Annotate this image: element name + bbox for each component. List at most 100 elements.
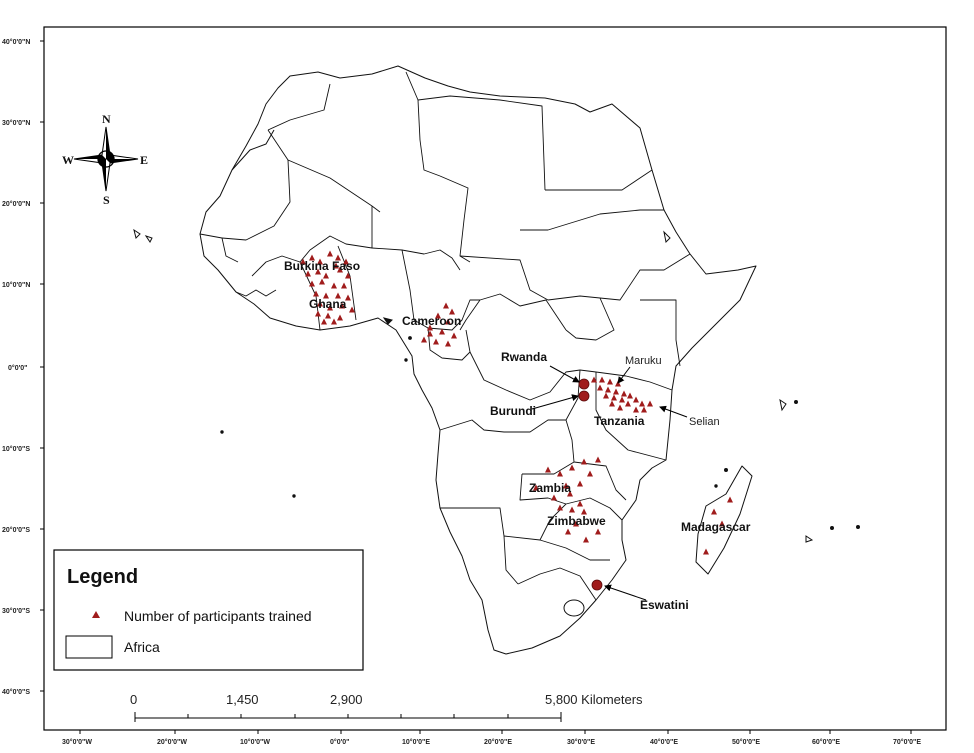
country-labels: Burkina Faso Ghana Cameroon Rwanda Burun… xyxy=(284,259,751,612)
lon-label-50e: 50°0'0"E xyxy=(732,738,760,746)
compass-e: E xyxy=(140,153,148,167)
lon-label-20e: 20°0'0"E xyxy=(484,738,512,746)
participant-marker xyxy=(557,470,563,477)
lat-label-20n: 20°0'0"N xyxy=(2,200,30,208)
compass-rose: N S E W xyxy=(62,112,148,207)
lat-label-30n: 30°0'0"N xyxy=(2,119,30,127)
lat-label-40s: 40°0'0"S xyxy=(2,688,30,696)
legend-area-swatch xyxy=(65,635,113,659)
participant-marker xyxy=(433,338,439,345)
label-rwanda: Rwanda xyxy=(501,350,547,364)
participant-marker xyxy=(609,400,615,407)
participant-markers xyxy=(300,250,733,555)
triangle-marker-icon xyxy=(92,611,100,618)
participant-marker xyxy=(565,528,571,535)
legend-marker-label: Number of participants trained xyxy=(124,608,312,624)
participant-marker xyxy=(633,406,639,413)
arrow-maruku xyxy=(617,366,631,384)
label-burundi: Burundi xyxy=(490,404,536,418)
participant-marker xyxy=(577,500,583,507)
participant-marker xyxy=(421,336,427,343)
lat-label-0: 0°0'0" xyxy=(8,364,27,372)
participant-marker xyxy=(327,304,333,311)
burundi-cluster xyxy=(578,390,590,402)
participant-marker xyxy=(331,282,337,289)
participant-marker xyxy=(451,332,457,339)
participant-marker xyxy=(545,466,551,473)
participant-marker xyxy=(325,312,331,319)
participant-marker xyxy=(605,386,611,393)
africa-map xyxy=(199,65,757,655)
eswatini-cluster xyxy=(591,579,603,591)
participant-marker xyxy=(551,494,557,501)
participant-marker xyxy=(317,300,323,307)
participant-marker xyxy=(313,290,319,297)
participant-marker xyxy=(583,536,589,543)
legend-area-label: Africa xyxy=(124,639,160,655)
scale-bar: 0 1,450 2,900 5,800 Kilometers xyxy=(130,692,643,722)
participant-marker xyxy=(569,506,575,513)
participant-marker xyxy=(703,548,709,555)
participant-marker xyxy=(445,340,451,347)
participant-marker xyxy=(567,490,573,497)
participant-marker xyxy=(595,528,601,535)
scale-tick-0: 0 xyxy=(130,692,137,707)
lon-label-20w: 20°0'0"W xyxy=(157,738,187,746)
participant-marker xyxy=(711,508,717,515)
participant-marker xyxy=(323,272,329,279)
compass-s: S xyxy=(103,193,110,207)
label-cameroon: Cameroon xyxy=(402,314,461,328)
participant-marker xyxy=(607,378,613,385)
participant-marker xyxy=(323,292,329,299)
label-zimbabwe: Zimbabwe xyxy=(547,514,606,528)
participant-marker xyxy=(569,464,575,471)
arrow-rwanda xyxy=(549,365,580,383)
madagascar-outline xyxy=(695,465,753,575)
participant-marker xyxy=(581,508,587,515)
arrow-eswatini xyxy=(604,584,647,601)
participant-marker xyxy=(613,388,619,395)
legend-title: Legend xyxy=(67,566,138,588)
cluster-markers xyxy=(578,378,603,591)
participant-marker xyxy=(599,376,605,383)
participant-marker xyxy=(611,394,617,401)
participant-marker xyxy=(445,318,451,325)
site-labels: Maruku Selian xyxy=(625,355,720,428)
compass-n: N xyxy=(102,112,111,126)
participant-marker xyxy=(327,250,333,257)
latitude-axis: 40°0'0"N 30°0'0"N 20°0'0"N 10°0'0"N 0°0'… xyxy=(2,38,44,696)
participant-marker xyxy=(625,400,631,407)
label-selian: Selian xyxy=(689,416,720,428)
scale-tick-1450: 1,450 xyxy=(226,692,259,707)
participant-marker xyxy=(603,392,609,399)
label-zambia: Zambia xyxy=(529,481,571,495)
participant-marker xyxy=(335,292,341,299)
participant-marker xyxy=(621,390,627,397)
participant-marker xyxy=(641,406,647,413)
lon-label-70e: 70°0'0"E xyxy=(893,738,921,746)
lat-label-10n: 10°0'0"N xyxy=(2,281,30,289)
africa-continent-outline xyxy=(199,65,757,655)
participant-marker xyxy=(319,278,325,285)
islands xyxy=(133,228,860,543)
participant-marker xyxy=(591,376,597,383)
arrow-selian xyxy=(659,405,688,418)
participant-marker xyxy=(321,318,327,325)
participant-marker xyxy=(595,456,601,463)
participant-marker xyxy=(639,400,645,407)
participant-marker xyxy=(309,280,315,287)
participant-marker xyxy=(339,302,345,309)
participant-marker xyxy=(587,470,593,477)
participant-marker xyxy=(333,262,339,269)
participant-marker xyxy=(719,520,725,527)
lat-label-40n: 40°0'0"N xyxy=(2,38,30,46)
lesotho-outline xyxy=(563,599,585,617)
participant-marker xyxy=(727,496,733,503)
label-tanzania: Tanzania xyxy=(594,414,645,428)
lat-label-10s: 10°0'0"S xyxy=(2,445,30,453)
participant-marker xyxy=(573,520,579,527)
scale-tick-5800: 5,800 Kilometers xyxy=(545,692,643,707)
participant-marker xyxy=(443,302,449,309)
longitude-axis: 30°0'0"W 20°0'0"W 10°0'0"W 0°0'0" 10°0'0… xyxy=(62,730,921,746)
lon-label-10e: 10°0'0"E xyxy=(402,738,430,746)
